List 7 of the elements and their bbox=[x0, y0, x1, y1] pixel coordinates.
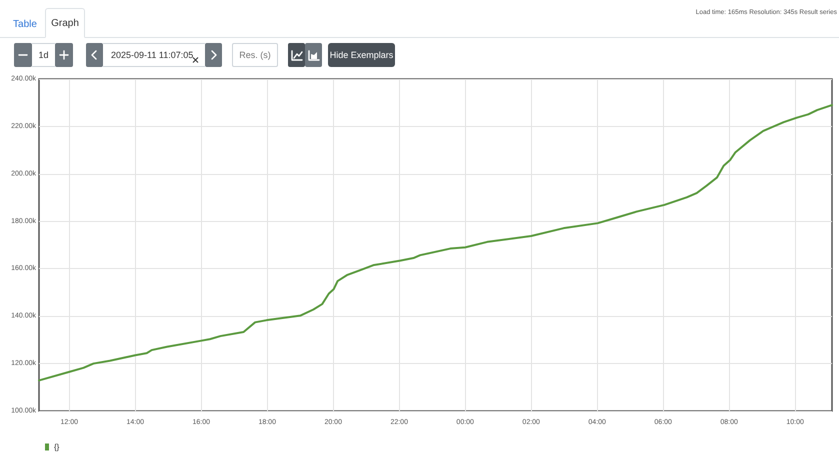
text: Graph bbox=[45, 8, 85, 38]
legend-label: {} bbox=[54, 442, 60, 452]
line-series bbox=[38, 104, 833, 382]
text: Table bbox=[12, 18, 38, 32]
text: Hide Exemplars bbox=[328, 43, 395, 67]
text: Res. (s) bbox=[232, 43, 278, 67]
text: 1d bbox=[32, 43, 55, 67]
